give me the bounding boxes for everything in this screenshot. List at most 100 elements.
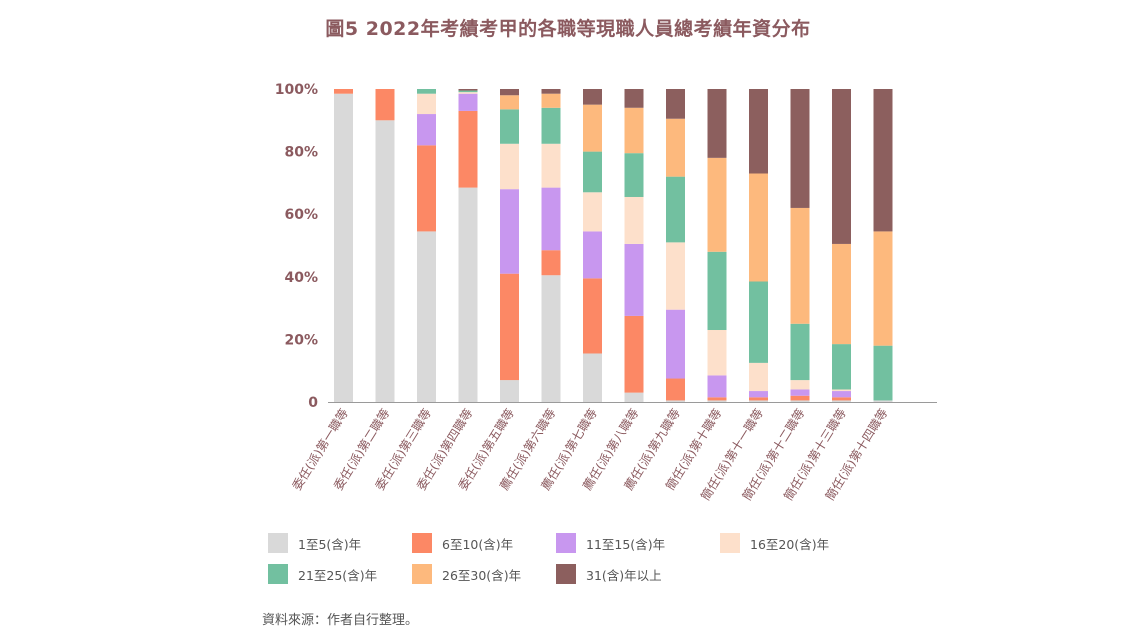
source-note: 資料來源：作者自行整理。 bbox=[262, 613, 419, 628]
bar-segment bbox=[707, 400, 727, 402]
legend-swatch bbox=[268, 564, 288, 584]
bar-segment bbox=[666, 309, 685, 379]
bar-segment bbox=[707, 375, 727, 398]
bar-segment bbox=[541, 187, 561, 251]
bar-segment bbox=[666, 118, 685, 177]
legend-swatch bbox=[268, 533, 288, 553]
bar-segment bbox=[500, 380, 519, 402]
bar-segment bbox=[500, 95, 519, 110]
legend-label: 31(含)年以上 bbox=[586, 567, 662, 583]
bar-segment bbox=[583, 89, 602, 105]
y-tick-label: 100% bbox=[275, 82, 318, 98]
bar-segment bbox=[832, 344, 851, 390]
legend-swatch bbox=[556, 533, 576, 553]
bar-segment bbox=[417, 89, 436, 94]
bar-segment bbox=[624, 315, 644, 393]
y-tick-label: 60% bbox=[284, 207, 318, 223]
bar-segment bbox=[375, 89, 395, 121]
bar-segment bbox=[666, 89, 685, 119]
legend-swatch bbox=[412, 564, 432, 584]
bar-segment bbox=[873, 345, 893, 401]
bar-segment bbox=[707, 89, 727, 158]
bar-segment bbox=[624, 153, 644, 197]
bar-segment bbox=[790, 323, 810, 381]
bar-segment bbox=[666, 400, 685, 402]
bar-segment bbox=[832, 243, 851, 345]
bar-segment bbox=[624, 196, 644, 244]
legend-item: 26至30(含)年 bbox=[412, 564, 521, 584]
bar-segment bbox=[666, 242, 685, 310]
bar-segment bbox=[541, 93, 561, 108]
bar-segment bbox=[832, 397, 851, 401]
bar-segment bbox=[583, 151, 602, 193]
bar-segment bbox=[417, 231, 436, 402]
bar-segment bbox=[334, 93, 353, 402]
bar-segment bbox=[873, 231, 893, 346]
bar-segment bbox=[500, 189, 519, 274]
legend-label: 16至20(含)年 bbox=[750, 536, 830, 552]
bar-segment bbox=[749, 391, 768, 398]
bar-segment bbox=[832, 389, 851, 392]
bar-segment bbox=[790, 400, 810, 402]
bar-segment bbox=[583, 353, 602, 402]
y-tick-label: 80% bbox=[284, 145, 318, 161]
bar-segment bbox=[707, 397, 727, 401]
legend-swatch bbox=[720, 533, 740, 553]
bar-segment bbox=[458, 89, 478, 91]
bar-segment bbox=[458, 92, 478, 94]
bar-segment bbox=[417, 145, 436, 232]
legend-item: 16至20(含)年 bbox=[720, 533, 829, 553]
bar-segment bbox=[417, 114, 436, 146]
legend-swatch bbox=[412, 533, 432, 553]
chart-title: 圖5 2022年考績考甲的各職等現職人員總考績年資分布 bbox=[325, 18, 811, 40]
bar-segment bbox=[749, 173, 768, 282]
bar-segment bbox=[541, 275, 561, 402]
y-tick-label: 40% bbox=[284, 270, 318, 286]
bar-segment bbox=[749, 362, 768, 392]
legend-label: 26至30(含)年 bbox=[442, 567, 522, 583]
bar-segment bbox=[583, 104, 602, 152]
legend-item: 21至25(含)年 bbox=[268, 564, 377, 584]
bar-segment bbox=[666, 378, 685, 401]
bar-segment bbox=[790, 380, 810, 390]
bar-segment bbox=[458, 93, 478, 111]
bar-segment bbox=[790, 389, 810, 396]
bar-segment bbox=[458, 90, 478, 93]
bar-segment bbox=[583, 192, 602, 232]
bar-segment bbox=[417, 93, 436, 115]
legend-swatch bbox=[556, 564, 576, 584]
bar-segment bbox=[624, 107, 644, 154]
bar-segment bbox=[832, 89, 851, 244]
bar-segment bbox=[583, 278, 602, 354]
bar-segment bbox=[832, 400, 851, 402]
legend-label: 1至5(含)年 bbox=[298, 536, 362, 552]
legend-label: 21至25(含)年 bbox=[298, 567, 378, 583]
bar-segment bbox=[749, 397, 768, 401]
bar-segment bbox=[583, 231, 602, 279]
legend-item: 11至15(含)年 bbox=[556, 533, 665, 553]
y-tick-label: 20% bbox=[284, 332, 318, 348]
bar-segment bbox=[666, 176, 685, 243]
legend-item: 31(含)年以上 bbox=[556, 564, 662, 584]
legend-label: 6至10(含)年 bbox=[442, 536, 514, 552]
legend-item: 1至5(含)年 bbox=[268, 533, 361, 553]
bar-segment bbox=[749, 400, 768, 402]
bar-segment bbox=[624, 89, 644, 108]
bar-segment bbox=[790, 89, 810, 208]
bar-segment bbox=[707, 157, 727, 252]
bar-segment bbox=[624, 243, 644, 316]
bar-segment bbox=[458, 110, 478, 188]
bar-segment bbox=[500, 89, 519, 96]
bar-segment bbox=[500, 109, 519, 144]
bar-segment bbox=[707, 251, 727, 331]
legend-label: 11至15(含)年 bbox=[586, 536, 666, 552]
bar-segment bbox=[500, 273, 519, 381]
bar-segment bbox=[541, 107, 561, 144]
bar-segment bbox=[832, 391, 851, 398]
bar-segment bbox=[334, 89, 353, 94]
bar-segment bbox=[749, 281, 768, 363]
bar-segment bbox=[873, 400, 893, 402]
bar-segment bbox=[624, 392, 644, 402]
bar-segment bbox=[541, 143, 561, 188]
